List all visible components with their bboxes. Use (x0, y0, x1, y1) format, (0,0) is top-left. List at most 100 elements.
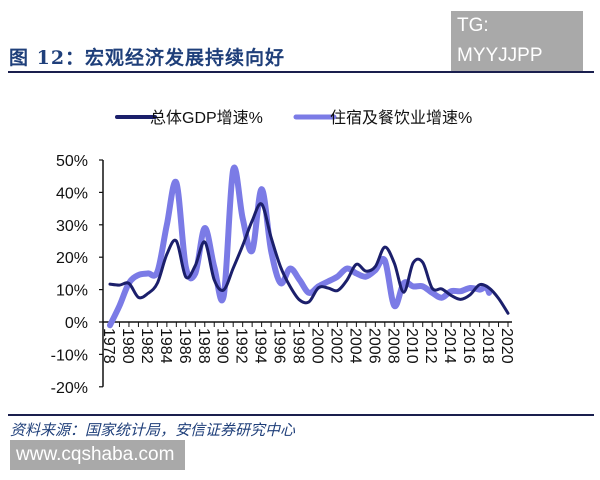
gdp-point-2008 (392, 261, 396, 265)
legend-label: 住宿及餐饮业增速% (330, 109, 472, 127)
catering-point-1990 (222, 294, 226, 298)
y-tick-label: 10% (56, 283, 88, 300)
catering-point-1987 (193, 271, 197, 275)
catering-point-2020 (506, 0, 510, 2)
gdp-point-2002 (335, 289, 339, 293)
catering-point-1993 (250, 249, 254, 253)
catering-point-2007 (383, 258, 387, 262)
watermark-bottom: www.cqshaba.com (10, 440, 185, 470)
x-tick-label: 1980 (119, 328, 136, 364)
x-tick-label: 2016 (460, 328, 477, 364)
x-tick-label: 1982 (138, 328, 155, 364)
catering-point-2016 (468, 286, 472, 290)
gdp-point-1990 (222, 288, 226, 292)
gdp-point-1980 (127, 281, 131, 285)
watermark-top: TG: MYYJJPP (451, 11, 583, 71)
gdp-point-2012 (430, 286, 434, 290)
source-note: 资料来源：国家统计局，安信证券研究中心 (10, 421, 296, 439)
catering-point-2019 (497, 352, 501, 356)
gdp-point-2019 (497, 296, 501, 300)
catering-point-2001 (326, 280, 330, 284)
gdp-point-1988 (203, 240, 207, 244)
catering-point-1988 (203, 226, 207, 230)
gdp-point-2020 (506, 311, 510, 315)
catering-point-2015 (459, 289, 463, 293)
catering-point-2009 (402, 281, 406, 285)
catering-point-2002 (335, 275, 339, 279)
catering-point-2011 (421, 284, 425, 288)
gdp-point-1996 (279, 265, 283, 269)
gdp-point-2017 (478, 283, 482, 287)
y-tick-label: -20% (51, 380, 88, 397)
legend: 总体GDP增速% 住宿及餐饮业增速% (115, 109, 472, 127)
gdp-point-2010 (411, 261, 415, 265)
gdp-point-1978 (108, 282, 112, 286)
catering-point-1984 (165, 223, 169, 227)
y-tick-label: 40% (56, 185, 88, 202)
gdp-point-1983 (155, 281, 159, 285)
catering-point-1978 (108, 323, 112, 327)
catering-point-1992 (241, 216, 245, 220)
gdp-point-2001 (326, 286, 330, 290)
series-lines (107, 0, 510, 356)
gdp-point-1993 (250, 219, 254, 223)
x-tick-label: 1978 (100, 328, 117, 364)
gdp-point-1994 (260, 202, 264, 206)
x-tick-label: 1988 (195, 328, 212, 364)
x-tick-label: 1990 (214, 328, 231, 364)
catering-point-2005 (364, 275, 368, 279)
gdp-point-1979 (117, 283, 121, 287)
catering-point-2017 (478, 288, 482, 292)
catering-point-1999 (307, 291, 311, 295)
catering-point-2003 (345, 267, 349, 271)
x-tick-label: 2010 (403, 328, 420, 364)
y-tick-label: 20% (56, 250, 88, 267)
catering-point-2004 (354, 271, 358, 275)
gdp-point-2000 (316, 286, 320, 290)
gdp-point-1998 (298, 298, 302, 302)
title-divider (8, 71, 594, 73)
gdp-point-2013 (440, 287, 444, 291)
catering-point-1981 (136, 273, 140, 277)
catering-point-2008 (392, 304, 396, 308)
gdp-point-2005 (364, 269, 368, 273)
catering-point-2018 (487, 291, 491, 295)
x-tick-label: 1998 (290, 328, 307, 364)
catering-point-2010 (411, 284, 415, 288)
gdp-point-1989 (212, 278, 216, 282)
catering-point-1983 (155, 270, 159, 274)
gdp-point-1984 (165, 252, 169, 256)
x-tick-label: 2004 (346, 328, 363, 364)
gdp-point-2009 (402, 290, 406, 294)
gdp-point-1999 (307, 300, 311, 304)
catering-point-2013 (440, 296, 444, 300)
y-tick-label: 50% (56, 153, 88, 170)
catering-point-2012 (430, 291, 434, 295)
source-divider (8, 414, 594, 416)
gdp-point-2016 (468, 293, 472, 297)
x-tick-label: 2018 (479, 328, 496, 364)
gdp-point-1991 (231, 266, 235, 270)
gdp-point-1997 (288, 284, 292, 288)
x-tick-label: 2020 (498, 328, 515, 364)
gdp-point-1992 (241, 244, 245, 248)
x-tick-label: 2000 (308, 328, 325, 364)
x-tick-label: 1986 (176, 328, 193, 364)
x-tick-label: 1996 (271, 328, 288, 364)
gdp-point-1981 (136, 295, 140, 299)
gdp-point-1982 (146, 291, 150, 295)
x-tick-label: 2014 (441, 328, 458, 364)
catering-point-1994 (260, 187, 264, 191)
catering-point-1997 (288, 267, 292, 271)
y-tick-label: 30% (56, 218, 88, 235)
series-line-catering (107, 164, 493, 329)
catering-point-1998 (298, 278, 302, 282)
gdp-point-2018 (487, 286, 491, 290)
x-tick-label: 2002 (327, 328, 344, 364)
gdp-point-2003 (345, 278, 349, 282)
catering-point-1991 (231, 168, 235, 172)
gdp-point-2015 (459, 297, 463, 301)
gdp-point-2011 (421, 260, 425, 264)
x-tick-label: 2006 (365, 328, 382, 364)
